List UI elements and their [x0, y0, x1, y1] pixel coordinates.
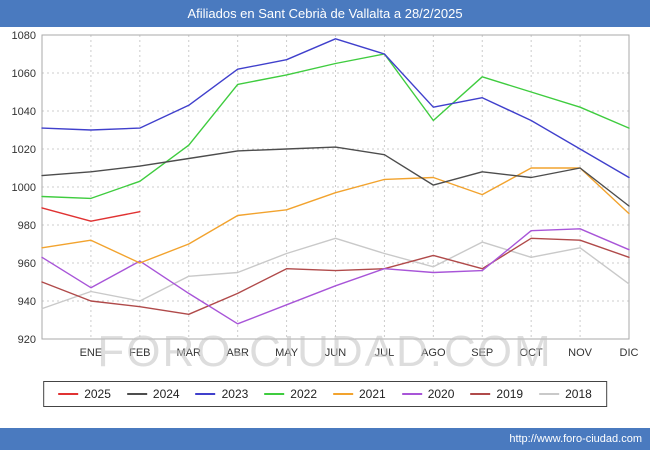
legend-label-2019: 2019 [496, 387, 524, 401]
legend-item-2023: 2023 [195, 387, 249, 401]
y-tick-label: 1080 [12, 30, 36, 42]
x-tick-label: ABR [226, 347, 249, 359]
legend-item-2021: 2021 [333, 387, 386, 401]
x-tick-label: SEP [471, 347, 493, 359]
legend-item-2020: 2020 [401, 387, 455, 401]
x-tick-label: AGO [421, 347, 446, 359]
chart-legend: 2025 2024 2023 2022 2021 2020 2019 2018 [43, 381, 607, 407]
legend-item-2022: 2022 [264, 387, 317, 401]
legend-swatch-2019 [470, 393, 491, 395]
y-tick-label: 960 [18, 258, 36, 270]
legend-item-2018: 2018 [539, 387, 592, 401]
y-tick-label: 940 [18, 296, 36, 308]
footer-bar: http://www.foro-ciudad.com [0, 428, 650, 450]
x-tick-label: ENE [80, 347, 103, 359]
x-tick-label: MAR [177, 347, 202, 359]
legend-label-2025: 2025 [84, 387, 111, 401]
series-line-2025 [41, 207, 141, 222]
line-chart: 920 940 960 980 1000 1020 1040 1060 1080 ENE FEB MA… [0, 27, 650, 377]
series-line-2021 [41, 167, 630, 264]
legend-swatch-2025 [58, 393, 79, 395]
legend-swatch-2023 [195, 393, 216, 395]
legend-swatch-2022 [264, 393, 285, 395]
x-tick-label: FEB [129, 347, 150, 359]
x-tick-label: MAY [275, 347, 299, 359]
legend-label-2022: 2022 [290, 387, 317, 401]
legend-label-2021: 2021 [359, 387, 386, 401]
chart-canvas: 920 940 960 980 1000 1020 1040 1060 1080 ENE FEB MA… [12, 30, 639, 359]
legend-label-2023: 2023 [221, 387, 249, 401]
legend-item-2025: 2025 [58, 387, 111, 401]
y-tick-label: 1040 [12, 106, 36, 118]
series-line-2024 [41, 146, 630, 207]
footer-link[interactable]: http://www.foro-ciudad.com [509, 433, 642, 445]
x-tick-label: OCT [520, 347, 544, 359]
legend-swatch-2021 [333, 393, 353, 395]
legend-swatch-2018 [539, 393, 560, 395]
y-tick-label: 1060 [12, 68, 36, 80]
legend-label-2020: 2020 [427, 387, 455, 401]
legend-label-2024: 2024 [152, 387, 180, 401]
x-tick-label: NOV [568, 347, 593, 359]
x-tick-label: JUL [375, 347, 395, 359]
title-bar: Afiliados en Sant Cebrià de Vallalta a 2… [0, 0, 650, 27]
y-tick-label: 980 [18, 220, 36, 232]
legend-swatch-2024 [126, 393, 147, 395]
series-line-2020 [41, 228, 630, 325]
legend-swatch-2020 [401, 393, 422, 395]
legend-item-2019: 2019 [470, 387, 523, 401]
y-tick-label: 920 [18, 334, 36, 346]
y-tick-label: 1000 [12, 182, 36, 194]
y-tick-label: 1020 [12, 144, 36, 156]
legend-item-2024: 2024 [126, 387, 180, 401]
series-line-2018 [41, 237, 630, 310]
series-line-2019 [41, 237, 630, 315]
legend-label-2018: 2018 [565, 387, 592, 401]
series-line-2023 [41, 38, 630, 179]
x-tick-label: DIC [620, 347, 639, 359]
page-title: Afiliados en Sant Cebrià de Vallalta a 2… [187, 6, 463, 21]
x-tick-label: JUN [325, 347, 346, 359]
series-line-2022 [41, 53, 630, 200]
